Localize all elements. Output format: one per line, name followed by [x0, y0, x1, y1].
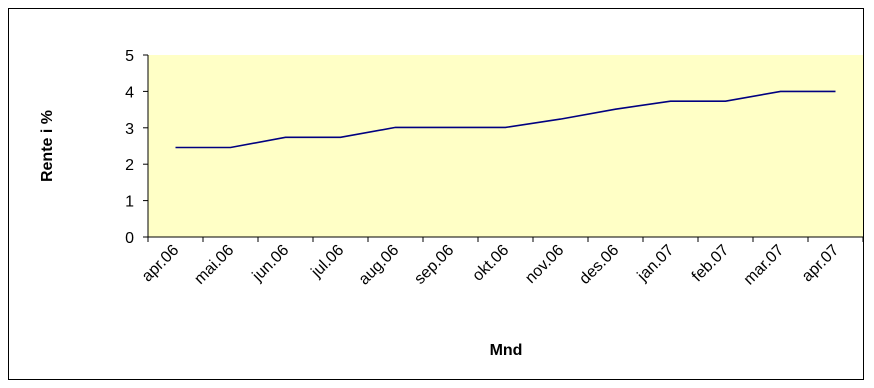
- x-tick-label: feb.07: [689, 242, 733, 286]
- y-tick-label: 3: [125, 121, 134, 138]
- y-tick-label: 0: [125, 230, 134, 247]
- y-tick-labels: 0 1 2 3 4 5: [125, 48, 134, 247]
- x-tick-labels: apr.06 mai.06 jun.06 jul.06 aug.06 sep.06 okt.…: [139, 242, 843, 289]
- x-tick-label: jun.06: [249, 242, 293, 286]
- x-tick-label: apr.06: [139, 242, 183, 286]
- x-tick-label: mai.06: [191, 242, 237, 288]
- x-tick-label: des.06: [576, 242, 622, 288]
- x-tick-label: mar.07: [741, 242, 788, 289]
- x-tick-label: sep.06: [411, 242, 457, 288]
- x-tick-label: apr.07: [799, 242, 843, 286]
- series-line: [175, 90, 836, 149]
- y-tick-label: 5: [125, 48, 134, 65]
- x-axis-title: Mnd: [490, 342, 523, 359]
- x-tick-label: nov.06: [522, 242, 567, 287]
- plot-area: [148, 55, 863, 237]
- x-tick-label: okt.06: [469, 242, 512, 285]
- axis-ticks: [143, 54, 864, 242]
- y-tick-label: 4: [125, 84, 134, 101]
- y-tick-label: 2: [125, 157, 134, 174]
- x-tick-label: jan.07: [634, 242, 678, 286]
- y-axis-title: Rente i %: [39, 110, 56, 182]
- x-tick-label: jul.06: [308, 242, 348, 282]
- y-tick-label: 1: [125, 194, 134, 211]
- x-tick-label: aug.06: [356, 242, 403, 289]
